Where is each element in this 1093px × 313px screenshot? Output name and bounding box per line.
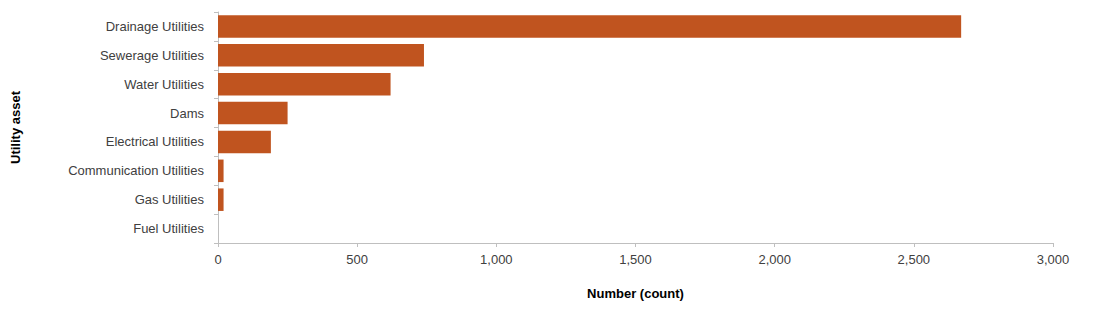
svg-text:1,500: 1,500 [619, 252, 652, 267]
svg-text:Dams: Dams [170, 106, 204, 121]
svg-text:2,000: 2,000 [758, 252, 791, 267]
svg-text:3,000: 3,000 [1037, 252, 1070, 267]
svg-text:0: 0 [214, 252, 221, 267]
svg-text:Communication Utilities: Communication Utilities [68, 163, 204, 178]
svg-text:Gas Utilities: Gas Utilities [135, 192, 205, 207]
svg-text:Water Utilities: Water Utilities [124, 77, 204, 92]
svg-text:2,500: 2,500 [898, 252, 931, 267]
svg-text:Sewerage Utilities: Sewerage Utilities [100, 48, 205, 63]
svg-text:Number (count): Number (count) [587, 286, 684, 301]
svg-text:Electrical Utilities: Electrical Utilities [106, 134, 205, 149]
svg-text:500: 500 [346, 252, 368, 267]
svg-text:1,000: 1,000 [480, 252, 513, 267]
svg-text:Drainage Utilities: Drainage Utilities [106, 19, 205, 34]
svg-text:Utility asset: Utility asset [8, 90, 23, 164]
svg-text:Fuel Utilities: Fuel Utilities [133, 221, 204, 236]
